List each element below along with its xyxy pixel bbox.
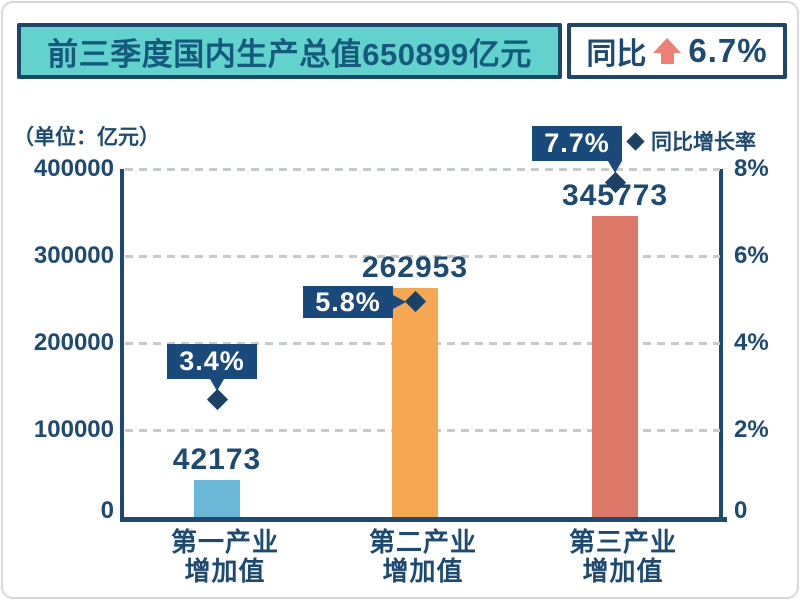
right-axis-line [719,169,723,521]
callout-tail-icon [608,161,622,174]
x-axis-line [120,517,727,522]
title-banner: 前三季度国内生产总值650899亿元 [17,23,562,79]
category-label: 第一产业 增加值 [125,528,325,586]
y-axis-tick-label: 100000 [33,416,114,443]
yoy-label: 同比 [586,38,647,71]
category-label-line: 第一产业 [170,527,279,557]
right-axis-tick-label: 2% [734,416,769,443]
growth-callout: 3.4% [167,343,257,391]
legend-label: 同比增长率 [651,131,756,154]
right-axis-tick-label: 6% [734,242,769,269]
growth-callout: 7.7% [532,126,622,174]
legend: 同比增长率 [626,128,756,154]
bar [592,216,638,517]
page-title: 前三季度国内生产总值650899亿元 [47,36,532,72]
gridline [125,255,720,258]
right-axis-tick-label: 4% [734,329,769,356]
growth-marker-icon [206,388,228,411]
gridline [125,168,720,171]
y-axis-tick-label: 400000 [33,155,114,182]
category-label-line: 增加值 [184,556,266,586]
bar [392,288,438,517]
yoy-banner: 同比 6.7% [567,23,787,79]
bar-value-label: 262953 [361,251,469,284]
callout-tail-icon [393,294,406,309]
category-label-line: 第三产业 [568,527,677,557]
yoy-value: 6.7% [688,32,768,69]
category-label: 第二产业 增加值 [323,528,523,586]
y-axis-tick-label: 300000 [33,242,114,269]
right-axis-tick-label: 0 [734,497,748,524]
category-label-line: 增加值 [582,556,664,586]
y-axis-line [120,169,124,521]
arrow-head [653,38,682,53]
bar [194,480,240,517]
unit-label: （单位：亿元） [13,126,160,149]
arrow-stem [660,53,674,64]
category-label-line: 第二产业 [368,527,477,557]
growth-callout: 5.8% [303,285,406,318]
up-arrow-icon [653,38,682,64]
bar-value-label: 42173 [172,443,262,476]
right-axis-tick-label: 8% [734,155,769,182]
callout-tail-icon [210,378,224,391]
category-label: 第三产业 增加值 [523,528,723,586]
y-axis-tick-label: 0 [100,497,114,524]
category-label-line: 增加值 [382,556,464,586]
y-axis-tick-label: 200000 [33,329,114,356]
